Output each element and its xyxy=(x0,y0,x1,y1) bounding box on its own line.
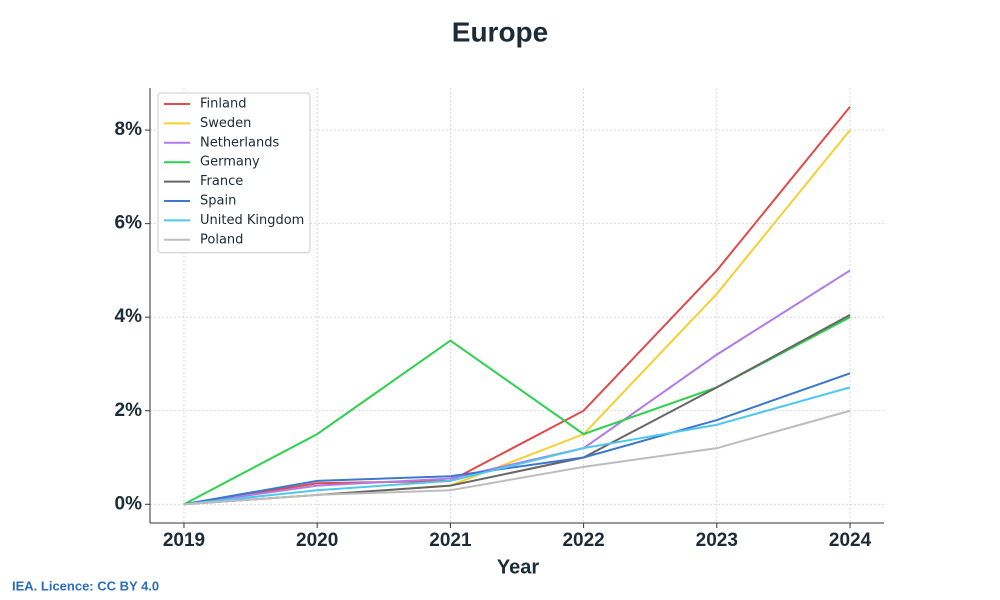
legend-label: Poland xyxy=(200,232,243,247)
legend-label: Finland xyxy=(200,97,246,112)
footer: IEA. Licence: CC BY 4.0 xyxy=(12,578,159,593)
x-axis-label: Year xyxy=(497,556,539,578)
y-tick-label: 6% xyxy=(115,213,143,234)
x-tick-label: 2020 xyxy=(296,530,338,551)
series-line xyxy=(183,372,851,506)
chart-title: Europe xyxy=(452,16,548,47)
legend-label: Spain xyxy=(200,194,236,209)
x-tick-label: 2023 xyxy=(696,530,738,551)
legend: Finland Sweden Netherlands Germany France Spa… xyxy=(157,92,311,254)
x-tick-label: 2022 xyxy=(562,530,604,551)
legend-label: Netherlands xyxy=(200,135,279,150)
legend-label: France xyxy=(200,174,243,189)
series-line xyxy=(183,269,851,506)
x-tick-label: 2024 xyxy=(829,530,872,551)
legend-box xyxy=(157,92,311,254)
y-tick-label: 8% xyxy=(115,119,143,140)
series-line xyxy=(183,106,851,506)
x-tick-label: 2021 xyxy=(429,530,472,551)
y-tick-label: 0% xyxy=(115,493,143,514)
x-tick-label: 2019 xyxy=(163,530,205,551)
y-tick-label: 2% xyxy=(115,400,143,421)
legend-label: Sweden xyxy=(200,116,251,131)
y-tick-label: 4% xyxy=(115,306,143,327)
legend-label: United Kingdom xyxy=(200,213,304,228)
legend-label: Germany xyxy=(200,155,260,170)
series-line xyxy=(183,409,851,506)
series-line xyxy=(183,386,851,506)
